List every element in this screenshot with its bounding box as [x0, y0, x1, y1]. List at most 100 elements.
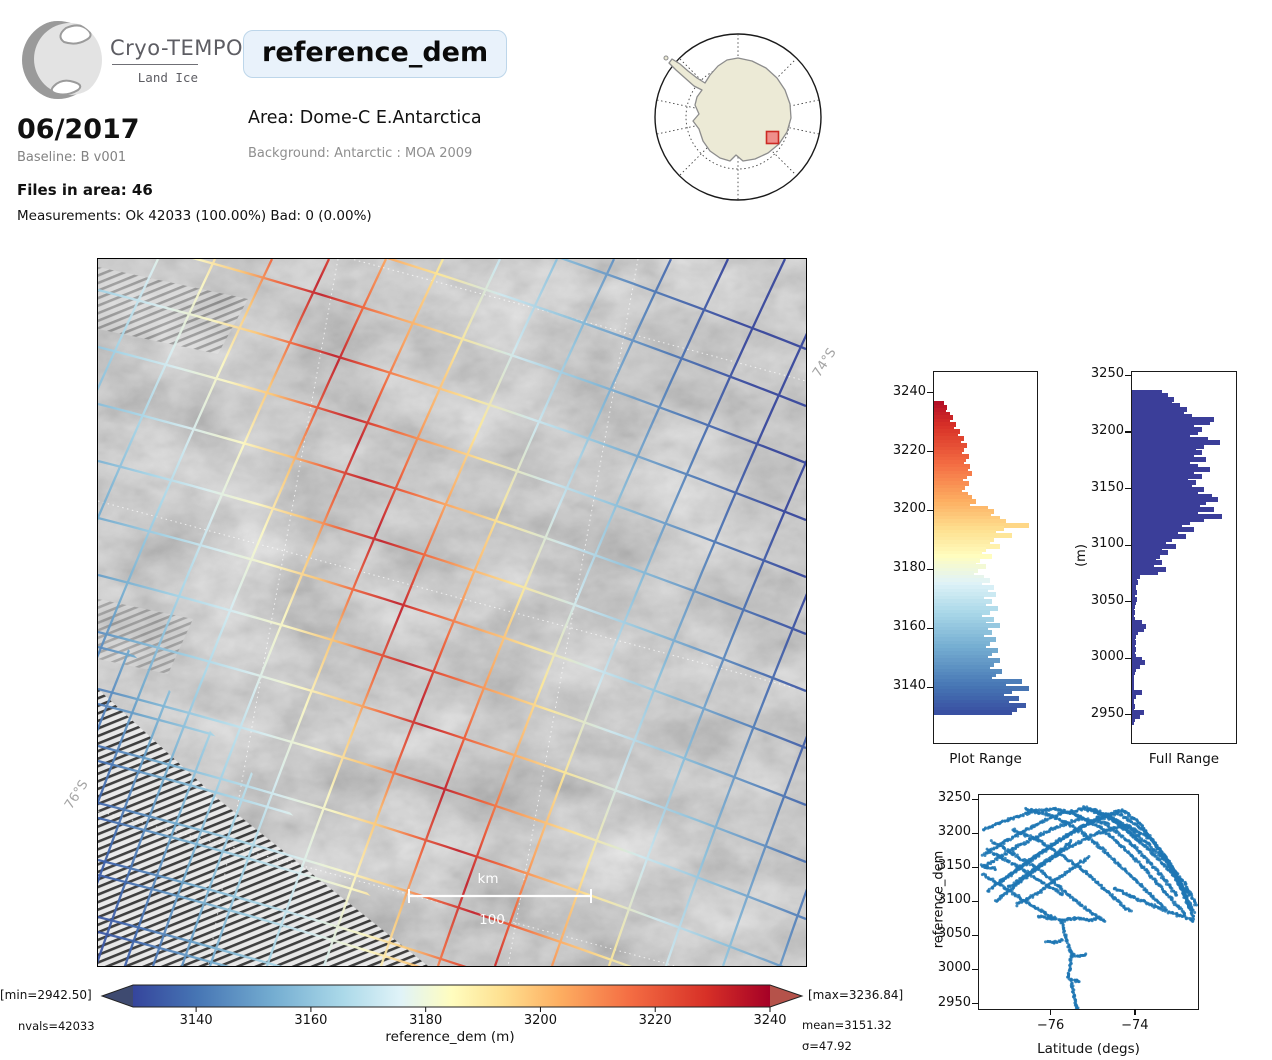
axis-tick — [927, 568, 933, 570]
hist-bar — [1132, 550, 1168, 556]
hist-bar — [1132, 466, 1210, 472]
hist-bar — [934, 446, 964, 452]
axis-tick-label: 2950 — [1090, 705, 1124, 721]
hist-bar — [1132, 610, 1135, 616]
dem-track-map: km 100 — [97, 258, 807, 967]
hist-bar — [1132, 483, 1192, 489]
axis-tick — [972, 900, 978, 902]
logo-title: Cryo-TEMPO — [110, 36, 244, 60]
hist-bar — [934, 432, 958, 438]
axis-tick — [927, 392, 933, 394]
hist-bar — [934, 651, 992, 657]
hist-bar — [1132, 580, 1138, 586]
axis-tick-label: 3000 — [937, 960, 971, 976]
hist-bar — [934, 654, 988, 660]
axis-tick — [927, 627, 933, 629]
hist-bar — [1132, 660, 1145, 666]
axis-tick-label: 3160 — [892, 619, 926, 635]
colorbar-tick-label: 3240 — [753, 1013, 787, 1028]
hist-bar — [934, 564, 986, 570]
hist-bar — [1132, 420, 1210, 426]
hist-bar — [1132, 436, 1208, 442]
measurements-label: Measurements: Ok 42033 (100.00%) Bad: 0 … — [17, 208, 372, 224]
axis-tick-label: 3150 — [1090, 479, 1124, 495]
axis-tick — [1125, 488, 1131, 490]
antarctica-landmass — [668, 57, 792, 162]
hist-bar — [934, 658, 1000, 664]
hist-bar — [934, 626, 988, 632]
hist-bar — [1132, 543, 1176, 549]
hist-bar — [934, 633, 984, 639]
hist-bar — [934, 404, 947, 410]
hist-bar — [934, 557, 980, 563]
hist-bar — [1132, 473, 1202, 479]
area-marker — [765, 130, 780, 145]
hist-bar — [1132, 426, 1202, 432]
hist-bar — [934, 508, 994, 514]
scalebar-value: 100 — [479, 912, 505, 928]
axis-tick-label: 3140 — [892, 678, 926, 694]
hist-bar — [934, 588, 988, 594]
hist-bar — [1132, 566, 1166, 572]
hist-bar — [934, 418, 950, 424]
colorbar-max-label: [max=3236.84] — [808, 988, 904, 1002]
axis-tick — [1125, 431, 1131, 433]
hist-bar — [1132, 440, 1220, 446]
hist-bar — [934, 415, 953, 421]
hist-bar — [1132, 617, 1135, 622]
hist-bar — [934, 685, 1029, 691]
hist-bar — [1132, 603, 1135, 609]
hist-bar — [934, 592, 996, 598]
hist-bar — [1132, 456, 1206, 462]
hist-bar — [1132, 630, 1138, 636]
axis-tick-label: 3050 — [1090, 592, 1124, 608]
hist-bar — [1132, 593, 1135, 599]
axis-tick — [972, 798, 978, 800]
hist-bar — [934, 453, 969, 459]
axis-tick — [972, 934, 978, 937]
colorbar-mean: mean=3151.32 — [802, 1018, 892, 1032]
hist-bar — [934, 571, 974, 577]
axis-tick — [1125, 601, 1131, 603]
x-axis-label: Latitude (degs) — [1037, 1041, 1140, 1057]
lat-label-76s: 76°S — [62, 777, 92, 813]
axis-tick-label: 3250 — [937, 790, 971, 806]
hist-bar — [1132, 526, 1194, 532]
hist-bar — [1132, 703, 1135, 709]
hist-bar — [1132, 463, 1198, 469]
hist-bar — [1132, 563, 1154, 569]
hist-bar — [1132, 587, 1136, 592]
axis-tick-label: 3200 — [1090, 422, 1124, 438]
hist-bar — [934, 529, 996, 535]
hist-bar — [934, 547, 986, 553]
hist-bar — [1132, 657, 1142, 662]
hist-bar — [934, 526, 1004, 532]
hist-bar — [934, 644, 986, 650]
hist-bar — [1132, 713, 1140, 719]
hist-bar — [1132, 717, 1135, 723]
hist-bar — [1132, 620, 1142, 626]
hist-bar — [1132, 707, 1134, 713]
hist-bar — [1132, 400, 1172, 406]
hist-bar — [1132, 433, 1190, 439]
logo-greenland-outline — [59, 24, 92, 45]
colorbar-over-arrow — [770, 985, 802, 1007]
hist-bar — [1132, 663, 1140, 669]
axis-tick — [927, 686, 933, 688]
hist-bar — [934, 630, 992, 636]
hist-bar — [934, 450, 962, 455]
hist-bar — [1132, 600, 1136, 606]
dem-track-map-svg: km 100 — [98, 259, 806, 966]
axis-tick-label: 3050 — [937, 926, 971, 942]
hist-bar — [1132, 443, 1204, 449]
hist-bar — [934, 665, 990, 670]
hist-bar — [1132, 677, 1134, 683]
inset-island — [663, 55, 669, 61]
hist-bar — [934, 554, 992, 559]
hist-bar — [1132, 533, 1186, 539]
hist-bar — [1132, 536, 1172, 542]
hist-bar — [1132, 520, 1190, 526]
hist-bar — [934, 443, 967, 449]
axis-tick-label: 3220 — [892, 442, 926, 458]
